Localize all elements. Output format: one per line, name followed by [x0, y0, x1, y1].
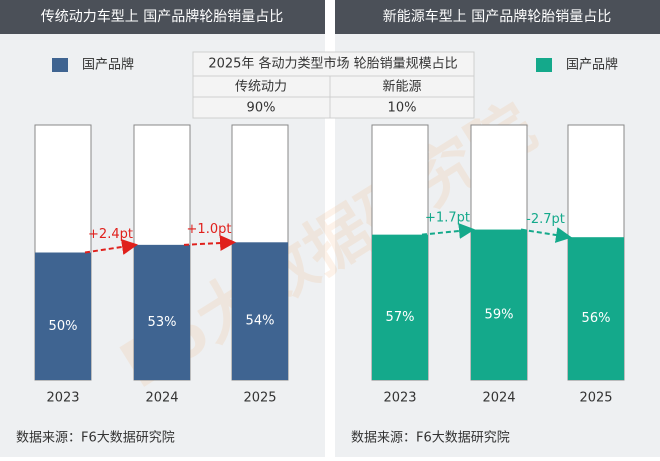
- x-tick-label: 2024: [145, 391, 178, 406]
- annotation: +1.7pt: [425, 211, 470, 226]
- table-cell: 90%: [247, 101, 276, 116]
- bar: [35, 252, 91, 380]
- annotation: +1.0pt: [187, 222, 232, 237]
- legend-swatch: [536, 58, 552, 72]
- data-label: 50%: [49, 319, 78, 334]
- change-arrow: [183, 235, 236, 252]
- data-label: 54%: [246, 314, 275, 329]
- change-arrow: [84, 239, 138, 255]
- change-arrow: [520, 227, 572, 243]
- legend-label: 国产品牌: [566, 57, 618, 73]
- change-arrow: [421, 222, 475, 239]
- bar: [134, 244, 190, 380]
- data-label: 56%: [582, 311, 611, 326]
- source: 数据来源：F6大数据研究院: [351, 431, 510, 446]
- chart-title: 新能源车型上 国产品牌轮胎销量占比: [383, 8, 611, 25]
- annotation: +2.4pt: [88, 227, 133, 242]
- table-header: 传统动力: [235, 80, 287, 95]
- chart-title: 传统动力车型上 国产品牌轮胎销量占比: [41, 8, 283, 25]
- data-label: 53%: [148, 315, 177, 330]
- table-header: 新能源: [382, 79, 421, 95]
- table-frame: [192, 51, 475, 119]
- x-tick-label: 2023: [46, 391, 79, 406]
- bar: [471, 229, 527, 380]
- x-tick-label: 2025: [243, 391, 276, 406]
- left-header: [0, 0, 325, 34]
- bar: [568, 237, 624, 380]
- source: 数据来源：F6大数据研究院: [16, 431, 175, 446]
- x-tick-label: 2025: [579, 391, 612, 406]
- table-title: 2025年 各动力类型市场 轮胎销量规模占比: [208, 56, 457, 72]
- annotation: -2.7pt: [526, 212, 565, 227]
- data-label: 59%: [485, 307, 514, 322]
- table: 2025年 各动力类型市场 轮胎销量规模占比 传统动力 新能源 90% 10%: [192, 51, 475, 119]
- bar: [372, 234, 428, 380]
- legend-swatch: [52, 58, 68, 72]
- data-label: 57%: [386, 310, 415, 325]
- x-tick-label: 2024: [482, 391, 515, 406]
- table-cell: 10%: [388, 101, 417, 116]
- legend-label: 国产品牌: [82, 57, 134, 73]
- x-tick-label: 2023: [383, 391, 416, 406]
- right-header: [335, 0, 660, 34]
- bar: [232, 242, 288, 380]
